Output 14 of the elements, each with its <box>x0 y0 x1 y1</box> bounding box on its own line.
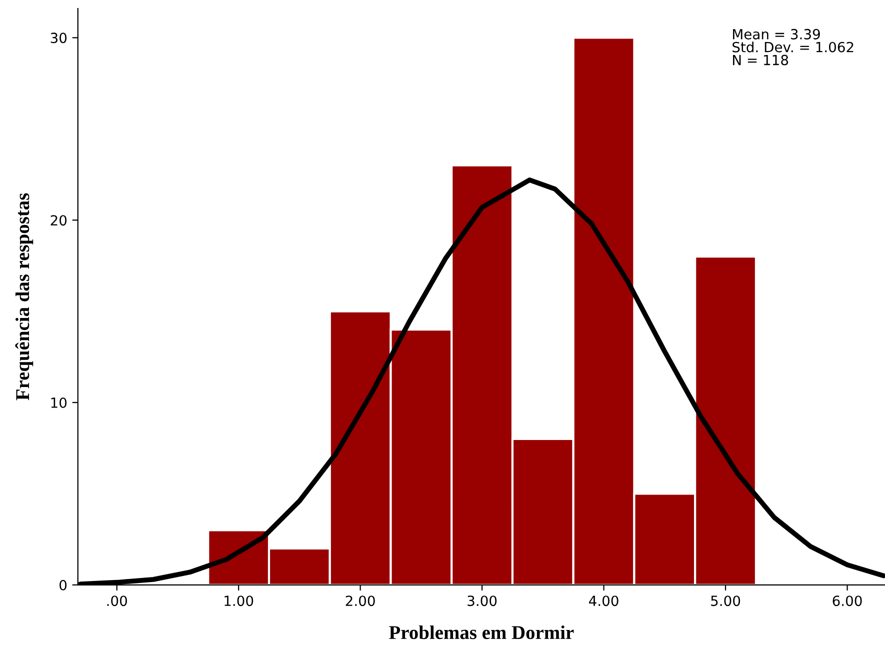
x-tick-label: 6.00 <box>832 596 862 606</box>
x-tick-label: 5.00 <box>711 596 740 606</box>
y-tick-label: 20 <box>50 215 67 226</box>
x-tick-label: 4.00 <box>589 596 618 606</box>
x-tick-label: .00 <box>107 596 127 606</box>
y-tick-label: 0 <box>60 580 67 590</box>
x-tick-label: 3.00 <box>468 596 497 606</box>
y-tick-label: 30 <box>50 32 67 44</box>
x-tick-label: 1.00 <box>224 596 254 606</box>
x-tick-label: 2.00 <box>346 596 375 606</box>
annotation: Mean = 3.39 Std. Dev. = 1.062 N = 118 <box>732 28 854 66</box>
x-axis-title: Problemas em Dormir <box>389 625 574 640</box>
y-tick-label: 10 <box>51 397 67 408</box>
y-axis-title: Frequência das respostas <box>15 193 34 400</box>
